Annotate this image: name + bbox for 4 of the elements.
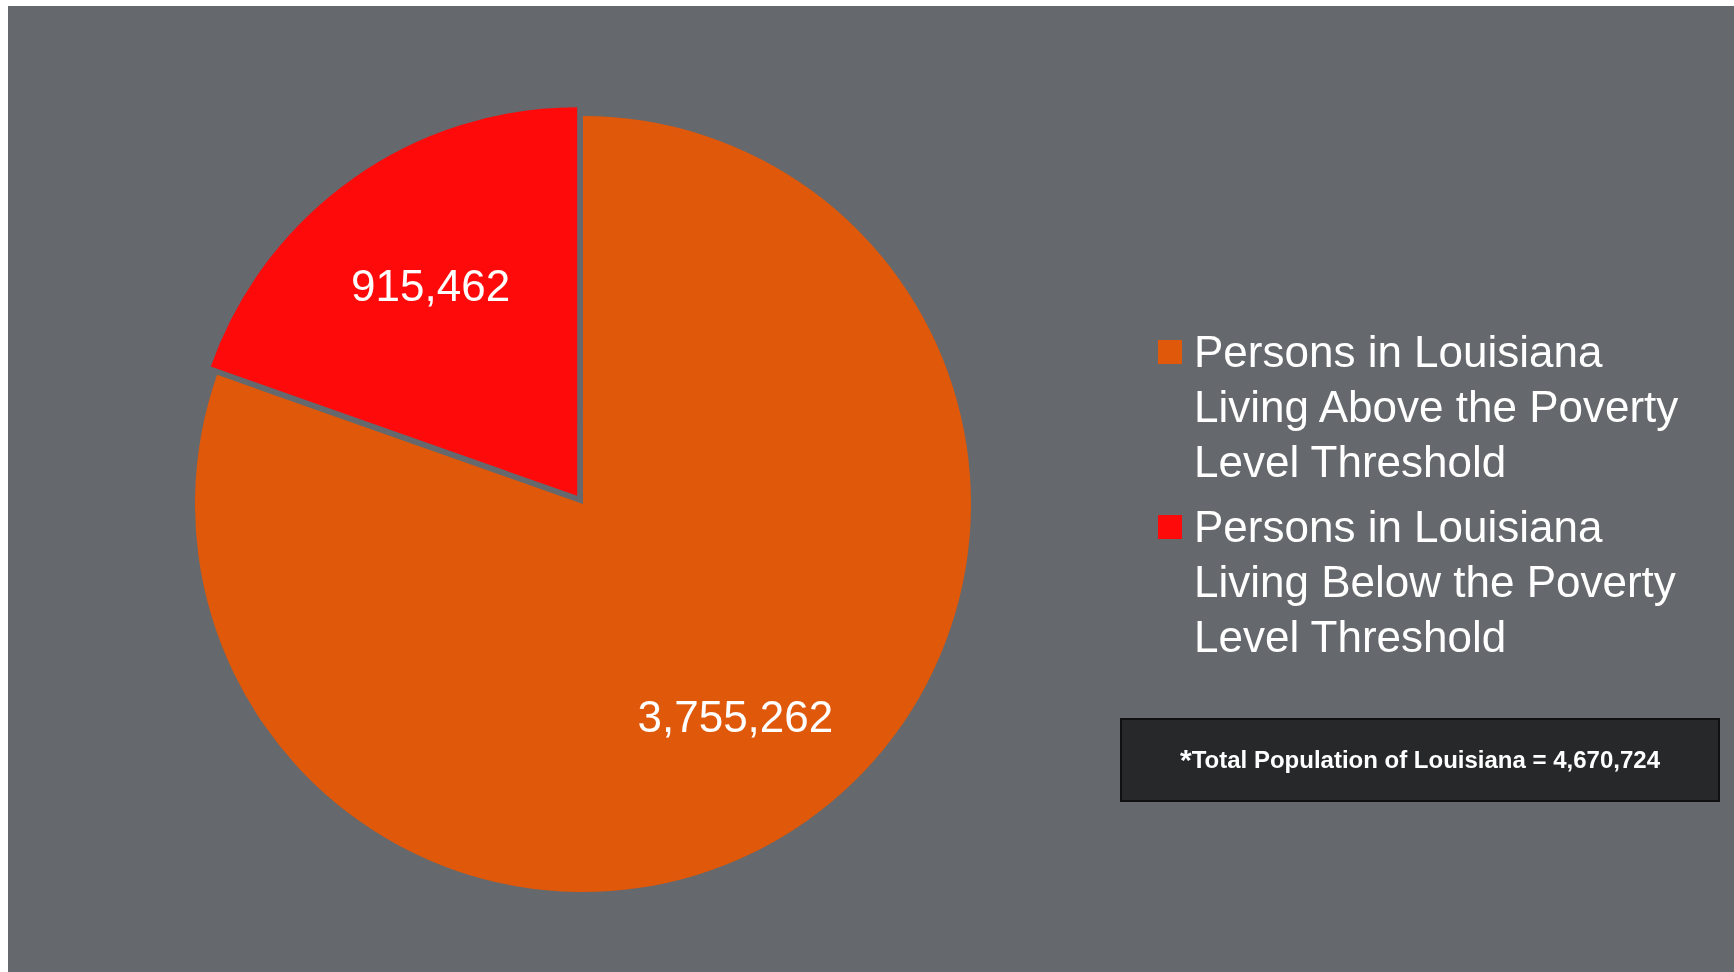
legend-label: Persons in Louisiana Living Above the Poverty Level Threshold bbox=[1194, 326, 1680, 488]
data-label: 3,755,262 bbox=[637, 691, 834, 741]
legend-label: Persons in Louisiana Living Below the Poverty Level Threshold bbox=[1194, 501, 1677, 663]
data-label: 915,462 bbox=[351, 260, 511, 310]
